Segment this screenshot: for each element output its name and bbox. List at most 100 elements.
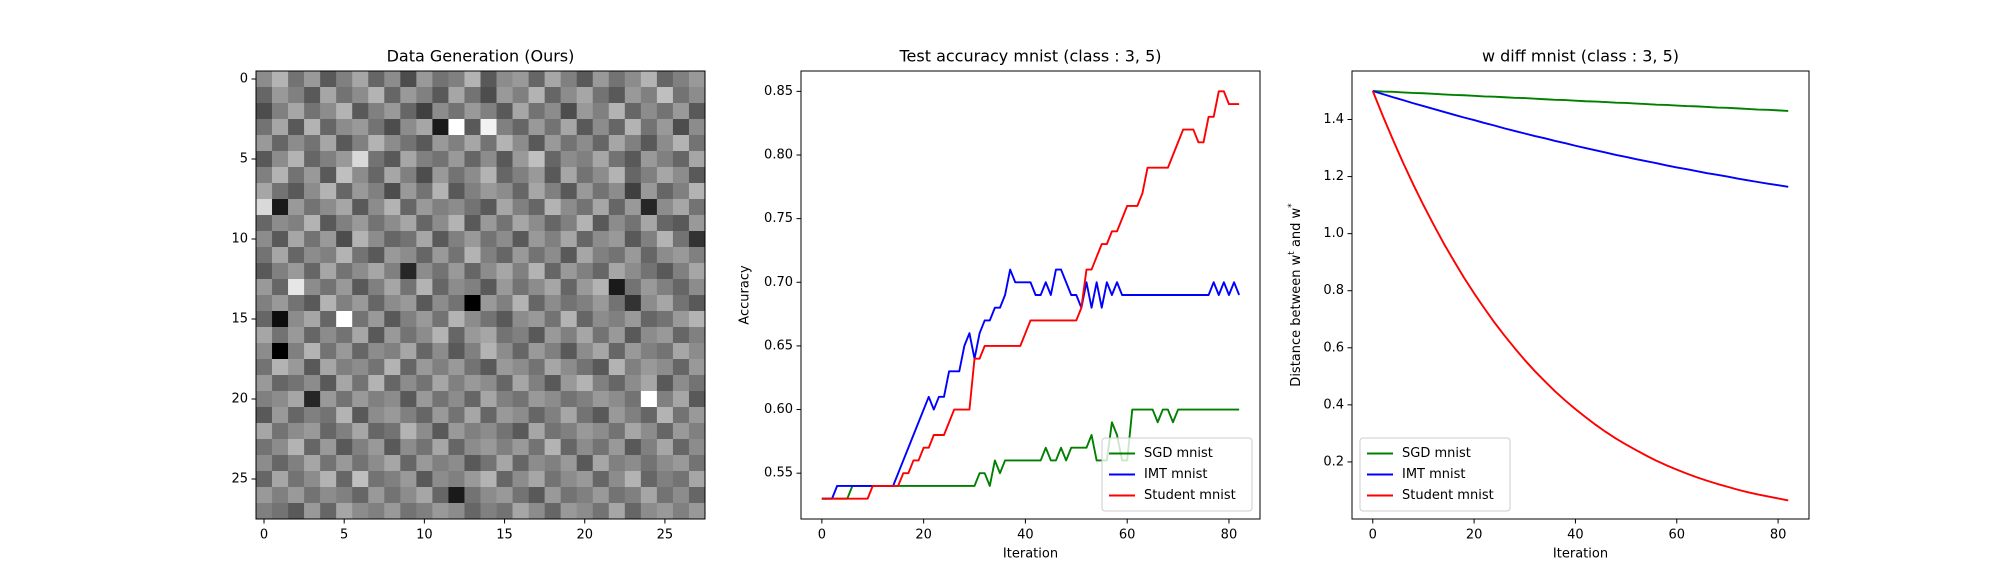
heatmap-cell bbox=[288, 71, 305, 88]
heatmap-cell bbox=[688, 407, 706, 424]
heatmap-cell bbox=[288, 343, 305, 360]
heatmap-cell bbox=[272, 199, 289, 216]
heatmap-cell bbox=[688, 503, 706, 520]
x-tick-label: 15 bbox=[496, 528, 513, 543]
y-tick-label: 0.60 bbox=[764, 402, 793, 417]
heatmap-cell bbox=[640, 311, 658, 328]
heatmap-cell bbox=[624, 263, 642, 280]
heatmap-cell bbox=[480, 439, 497, 456]
heatmap-cell bbox=[480, 311, 497, 328]
heatmap-cell bbox=[480, 407, 497, 424]
heatmap-cell bbox=[384, 439, 401, 456]
heatmap-cell bbox=[288, 439, 305, 456]
heatmap-cell bbox=[288, 119, 305, 136]
heatmap-cell bbox=[448, 199, 465, 216]
heatmap-cell bbox=[496, 471, 513, 488]
heatmap-cell bbox=[672, 135, 690, 152]
heatmap-cell bbox=[512, 215, 529, 232]
heatmap-cell bbox=[288, 151, 305, 168]
heatmap-cell bbox=[432, 471, 449, 488]
heatmap-cell bbox=[624, 215, 642, 232]
heatmap-cell bbox=[688, 167, 706, 184]
heatmap-cell bbox=[304, 359, 321, 376]
heatmap-cell bbox=[688, 471, 706, 488]
heatmap-cell bbox=[576, 215, 594, 232]
heatmap-cell bbox=[560, 455, 578, 472]
heatmap-cell bbox=[688, 391, 706, 408]
heatmap-cell bbox=[368, 87, 385, 104]
legend-label: Student mnist bbox=[1144, 488, 1236, 503]
heatmap-cell bbox=[544, 183, 561, 200]
heatmap-cell bbox=[368, 423, 385, 440]
heatmap-cell bbox=[544, 151, 561, 168]
heatmap-cell bbox=[688, 487, 706, 504]
heatmap-cell bbox=[320, 503, 337, 520]
heatmap-cell bbox=[416, 151, 433, 168]
x-axis-label: Iteration bbox=[1003, 547, 1058, 562]
heatmap-cell bbox=[496, 231, 513, 248]
heatmap-cell bbox=[656, 295, 674, 312]
heatmap-cell bbox=[336, 279, 353, 296]
panel: Data Generation (Ours) 0 5 10 15 20 25 0 5 10 15 20… bbox=[231, 47, 706, 543]
heatmap-cell bbox=[672, 439, 690, 456]
heatmap-cell bbox=[416, 183, 433, 200]
heatmap-cell bbox=[336, 247, 353, 264]
heatmap-cell bbox=[496, 103, 513, 120]
heatmap-cell bbox=[256, 183, 273, 200]
heatmap-cell bbox=[320, 295, 337, 312]
legend-label: SGD mnist bbox=[1144, 446, 1213, 461]
heatmap-cell bbox=[400, 295, 417, 312]
heatmap-cell bbox=[368, 119, 385, 136]
heatmap-cell bbox=[384, 407, 401, 424]
heatmap-cell bbox=[256, 391, 273, 408]
heatmap-cell bbox=[512, 311, 529, 328]
heatmap-cell bbox=[272, 343, 289, 360]
heatmap-cell bbox=[496, 135, 513, 152]
heatmap-cell bbox=[432, 503, 449, 520]
heatmap-cell bbox=[464, 135, 481, 152]
heatmap-cell bbox=[400, 327, 417, 344]
heatmap-cell bbox=[640, 375, 658, 392]
heatmap-cell bbox=[272, 167, 289, 184]
heatmap-cell bbox=[256, 295, 273, 312]
heatmap-cell bbox=[320, 199, 337, 216]
heatmap-cell bbox=[464, 199, 481, 216]
heatmap-cell bbox=[576, 455, 594, 472]
heatmap-cell bbox=[656, 439, 674, 456]
heatmap-cell bbox=[656, 231, 674, 248]
heatmap-cell bbox=[368, 247, 385, 264]
heatmap-cell bbox=[272, 151, 289, 168]
series-line bbox=[821, 90, 1240, 500]
heatmap-cell bbox=[256, 199, 273, 216]
heatmap-cell bbox=[480, 167, 497, 184]
heatmap-cell bbox=[576, 135, 594, 152]
heatmap-cell bbox=[368, 407, 385, 424]
heatmap-cell bbox=[560, 471, 578, 488]
heatmap-cell bbox=[688, 247, 706, 264]
heatmap-cell bbox=[656, 199, 674, 216]
heatmap-cell bbox=[512, 503, 529, 520]
heatmap-cell bbox=[416, 503, 433, 520]
heatmap-cell bbox=[592, 407, 610, 424]
heatmap-cell bbox=[272, 487, 289, 504]
heatmap-cell bbox=[384, 135, 401, 152]
heatmap-cell bbox=[448, 135, 465, 152]
heatmap-cell bbox=[656, 375, 674, 392]
heatmap-cell bbox=[256, 215, 273, 232]
heatmap-cell bbox=[560, 119, 578, 136]
heatmap-cell bbox=[464, 423, 481, 440]
heatmap-cell bbox=[544, 103, 561, 120]
heatmap-cell bbox=[464, 503, 481, 520]
heatmap-cell bbox=[592, 199, 610, 216]
heatmap-cell bbox=[432, 423, 449, 440]
heatmap-cell bbox=[352, 503, 369, 520]
heatmap-cell bbox=[576, 295, 594, 312]
heatmap-cell bbox=[624, 487, 642, 504]
heatmap-cell bbox=[672, 215, 690, 232]
heatmap-cell bbox=[272, 423, 289, 440]
heatmap-cell bbox=[640, 503, 658, 520]
heatmap-cell bbox=[624, 247, 642, 264]
heatmap-cell bbox=[288, 199, 305, 216]
heatmap-cell bbox=[368, 487, 385, 504]
heatmap-cell bbox=[368, 135, 385, 152]
